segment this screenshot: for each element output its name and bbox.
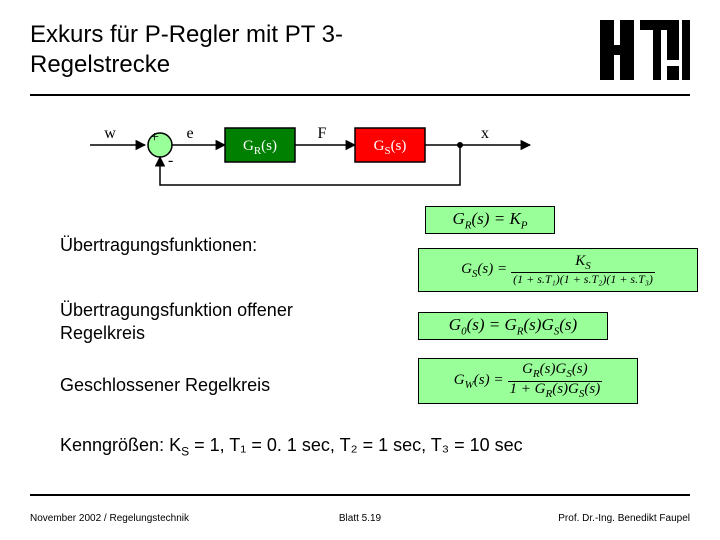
divider-top xyxy=(30,94,690,96)
label-transfer-functions: Übertragungsfunktionen: xyxy=(60,235,257,257)
kenn-sub: S xyxy=(181,445,189,459)
label-open-loop-a: Übertragungsfunktion offener xyxy=(60,300,293,322)
label-closed-loop: Geschlossener Regelkreis xyxy=(60,375,270,397)
plus-sign: + xyxy=(150,129,159,146)
signal-x: x xyxy=(481,125,489,142)
footer-right: Prof. Dr.-Ing. Benedikt Faupel xyxy=(558,513,690,524)
label-open-loop-b: Regelkreis xyxy=(60,323,145,345)
signal-w: w xyxy=(104,125,116,142)
slide: Exkurs für P-Regler mit PT 3-Regelstreck… xyxy=(0,0,720,540)
formula-gw: GW(s) = GR(s)GS(s) 1 + GR(s)GS(s) xyxy=(418,358,638,404)
formula-gs: GS(s) = KS (1 + s.T₁)(1 + s.T₂)(1 + s.T₃… xyxy=(418,248,698,292)
kenn-rest: = 1, T₁ = 0. 1 sec, T₂ = 1 sec, T₃ = 10 … xyxy=(189,435,523,455)
signal-f: F xyxy=(318,125,327,142)
formula-gr: GR(s) = KP xyxy=(425,206,555,234)
slide-title: Exkurs für P-Regler mit PT 3-Regelstreck… xyxy=(30,20,460,80)
signal-e: e xyxy=(186,125,193,142)
label-params: Kenngrößen: KS = 1, T₁ = 0. 1 sec, T₂ = … xyxy=(60,435,523,459)
block-diagram: w + - e GR(s) F GS(s) x xyxy=(90,120,570,200)
minus-sign: - xyxy=(168,152,173,169)
formula-g0: G0(s) = GR(s)GS(s) xyxy=(418,312,608,340)
logo xyxy=(600,20,690,80)
kenn-prefix: Kenngrößen: K xyxy=(60,435,181,455)
divider-bottom xyxy=(30,494,690,496)
